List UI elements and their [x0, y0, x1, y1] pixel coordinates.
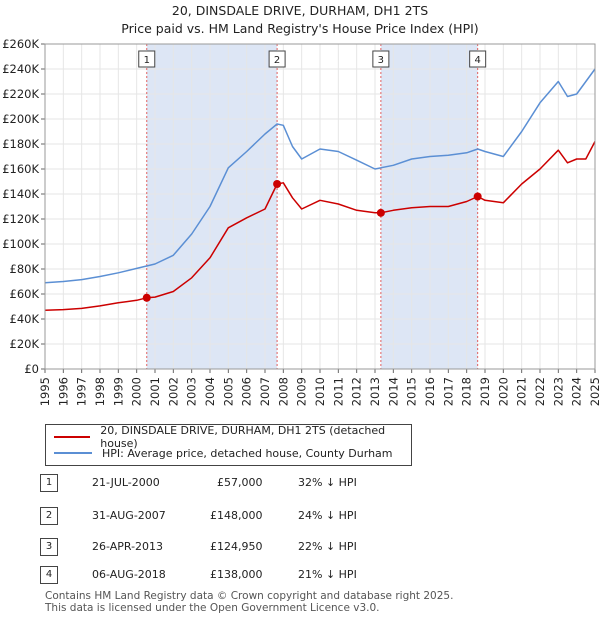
sale-point	[376, 208, 385, 217]
x-tick-label: 2002	[166, 377, 180, 406]
x-tick-label: 1997	[75, 377, 89, 406]
x-tick-label: 2011	[331, 377, 345, 406]
legend-swatch-hpi	[54, 452, 92, 454]
sale-price: £148,000	[210, 509, 263, 522]
x-tick-label: 1996	[56, 377, 70, 406]
legend-item-property: 20, DINSDALE DRIVE, DURHAM, DH1 2TS (det…	[54, 424, 411, 450]
footer-licence: This data is licensed under the Open Gov…	[45, 602, 380, 614]
x-tick-label: 2009	[295, 377, 309, 406]
plot-frame	[44, 43, 596, 370]
sale-date: 31-AUG-2007	[92, 509, 166, 522]
x-tick-label: 2025	[588, 377, 600, 406]
sale-hpi-diff: 32% ↓ HPI	[298, 476, 357, 489]
sale-badge: 3	[40, 538, 58, 556]
sale-badge: 1	[40, 474, 58, 492]
legend-swatch-property	[54, 436, 91, 438]
footer-copyright: Contains HM Land Registry data © Crown c…	[45, 590, 454, 602]
sale-marker-label: 1	[144, 55, 150, 66]
sale-badge: 2	[40, 507, 58, 525]
sale-marker-badge: 4	[469, 50, 487, 68]
x-tick-label: 1998	[93, 377, 107, 406]
sale-date: 06-AUG-2018	[92, 568, 166, 581]
sale-date: 26-APR-2013	[92, 540, 164, 553]
y-tick-label: £160K	[2, 162, 39, 176]
x-tick-label: 2010	[313, 377, 327, 406]
x-tick-label: 2005	[221, 377, 235, 406]
legend: 20, DINSDALE DRIVE, DURHAM, DH1 2TS (det…	[45, 424, 412, 466]
legend-label-hpi: HPI: Average price, detached house, Coun…	[102, 446, 393, 460]
sale-hpi-diff: 24% ↓ HPI	[298, 509, 357, 522]
y-tick-label: £240K	[2, 62, 39, 76]
y-tick-label: £80K	[10, 262, 40, 276]
x-tick-label: 1999	[111, 377, 125, 406]
x-tick-label: 2021	[515, 377, 529, 406]
x-tick-label: 2004	[203, 377, 217, 406]
sale-marker-label: 4	[474, 55, 480, 66]
x-tick-label: 2017	[441, 377, 455, 406]
x-tick-label: 1995	[38, 377, 52, 406]
legend-label-property: 20, DINSDALE DRIVE, DURHAM, DH1 2TS (det…	[100, 424, 386, 450]
x-tick-label: 2016	[423, 377, 437, 406]
sale-marker-box	[138, 50, 156, 68]
sale-price: £138,000	[210, 568, 263, 581]
y-tick-label: £100K	[2, 237, 39, 251]
sale-marker-badges: 1 2 3 4	[138, 50, 487, 68]
y-tick-label: £20K	[10, 337, 40, 351]
x-tick-label: 2013	[368, 377, 382, 406]
x-tick-label: 2023	[551, 377, 565, 406]
sale-hpi-diff: 21% ↓ HPI	[298, 568, 357, 581]
y-tick-label: £60K	[10, 287, 40, 301]
y-tick-label: £260K	[2, 37, 39, 51]
x-tick-label: 2006	[240, 377, 254, 406]
x-tick-label: 2000	[130, 377, 144, 406]
y-axis: £0 £20K £40K £60K £80K £100K £120K £140K £160K £1…	[2, 37, 45, 376]
y-tick-label: £180K	[2, 137, 39, 151]
sale-price: £124,950	[210, 540, 263, 553]
hpi-line	[44, 68, 596, 284]
price-chart: 1 2 3 4 £0 £20K £40K £60K £80K £100K £120K £140K £1…	[2, 37, 600, 406]
y-tick-label: £0	[24, 362, 39, 376]
sale-point	[142, 293, 151, 302]
x-tick-label: 2008	[276, 377, 290, 406]
sale-marker-label: 2	[274, 55, 280, 66]
sale-point	[473, 192, 482, 201]
sale-hpi-diff: 22% ↓ HPI	[298, 540, 357, 553]
x-tick-label: 2014	[386, 377, 400, 406]
sale-marker-badge: 3	[372, 50, 390, 68]
sale-marker-badge: 1	[138, 50, 156, 68]
sale-marker-badge: 2	[268, 50, 286, 68]
y-tick-label: £120K	[2, 212, 39, 226]
legend-item-hpi: HPI: Average price, detached house, Coun…	[54, 446, 393, 460]
gridlines	[44, 43, 596, 370]
x-tick-label: 2020	[496, 377, 510, 406]
sale-marker-box	[268, 50, 286, 68]
y-tick-label: £200K	[2, 112, 39, 126]
y-tick-label: £220K	[2, 87, 39, 101]
chart-title: 20, DINSDALE DRIVE, DURHAM, DH1 2TS	[171, 3, 429, 18]
sale-marker-box	[372, 50, 390, 68]
sale-badge: 4	[40, 566, 58, 584]
sale-marker-box	[469, 50, 487, 68]
x-tick-label: 2018	[460, 377, 474, 406]
x-tick-label: 2007	[258, 377, 272, 406]
y-tick-label: £40K	[10, 312, 40, 326]
sale-point	[273, 180, 282, 188]
shaded-ranges	[146, 44, 478, 369]
x-tick-label: 2003	[185, 377, 199, 406]
sale-date: 21-JUL-2000	[92, 476, 160, 489]
x-tick-label: 2015	[405, 377, 419, 406]
chart-subtitle: Price paid vs. HM Land Registry's House …	[121, 21, 479, 36]
y-tick-label: £140K	[2, 187, 39, 201]
sale-points	[142, 180, 482, 302]
x-tick-label: 2019	[478, 377, 492, 406]
x-tick-label: 2022	[533, 377, 547, 406]
sale-price: £57,000	[217, 476, 263, 489]
sale-marker-label: 3	[378, 55, 384, 66]
x-axis: 1995 1996 1997 1998 1999 2000 2001 2002 2003 2004…	[38, 369, 600, 406]
x-tick-label: 2012	[350, 377, 364, 406]
x-tick-label: 2001	[148, 377, 162, 406]
shaded-range	[146, 44, 278, 369]
x-tick-label: 2024	[570, 377, 584, 406]
